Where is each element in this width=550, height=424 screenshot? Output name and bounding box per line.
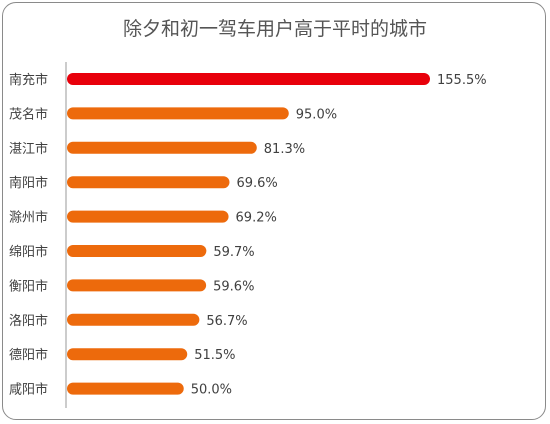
category-label: 南阳市 [9,175,48,191]
category-label: 衡阳市 [9,278,48,294]
category-label: 绵阳市 [9,244,48,260]
data-label: 81.3% [264,142,305,157]
category-label: 南充市 [9,72,48,88]
category-label: 咸阳市 [9,382,48,398]
bar [67,107,289,120]
bar [67,245,207,257]
data-label: 59.7% [213,245,254,260]
data-label: 50.0% [191,383,232,398]
data-label: 69.2% [236,211,277,226]
bar [67,313,200,326]
data-label: 95.0% [296,107,337,122]
bar [67,176,230,189]
data-label: 56.7% [206,314,247,329]
data-label: 59.6% [213,279,254,294]
category-label: 洛阳市 [9,313,48,329]
bar [67,73,430,85]
bar [67,210,229,223]
data-label: 155.5% [437,73,487,88]
data-label: 51.5% [194,348,235,363]
category-label: 茂名市 [9,106,48,122]
category-label: 德阳市 [9,347,48,363]
category-label: 滁州市 [9,210,48,226]
bar [67,279,207,292]
category-label: 湛江市 [9,141,48,157]
bar [67,141,257,154]
bar [67,348,188,361]
bar [67,382,184,395]
chart-title: 除夕和初一驾车用户高于平时的城市 [122,18,427,40]
data-label: 69.6% [236,176,277,191]
